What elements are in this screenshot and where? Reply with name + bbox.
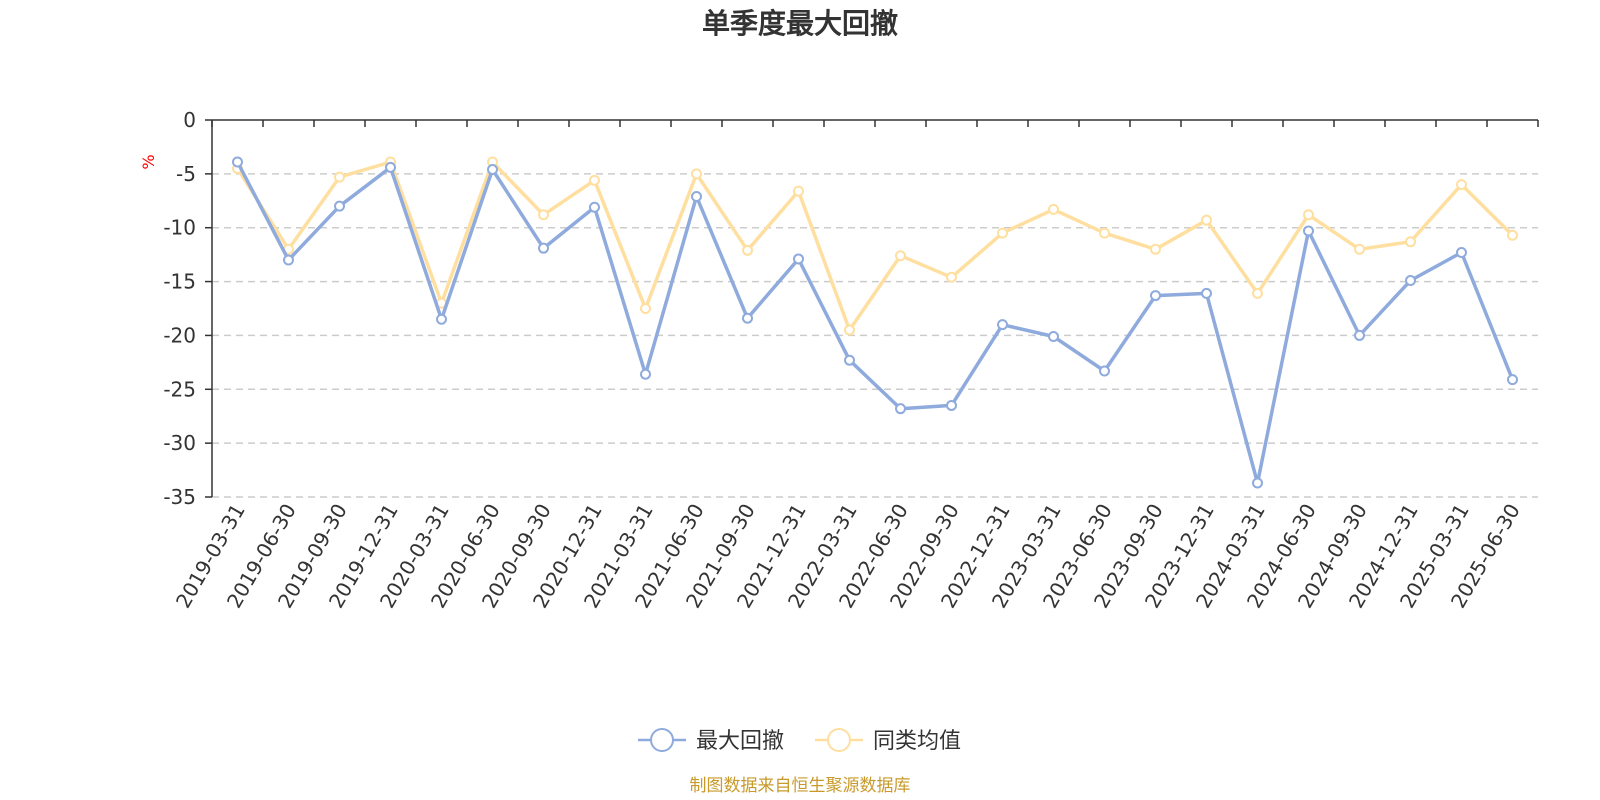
data-point[interactable] bbox=[793, 253, 804, 265]
data-point[interactable] bbox=[691, 168, 702, 180]
data-point[interactable] bbox=[283, 254, 294, 266]
data-point[interactable] bbox=[1354, 329, 1365, 341]
data-point[interactable] bbox=[334, 200, 345, 212]
data-point[interactable] bbox=[691, 190, 702, 202]
x-axis-tick-labels: 2019-03-312019-06-302019-09-302019-12-31… bbox=[171, 500, 1525, 613]
data-point[interactable] bbox=[385, 161, 396, 173]
data-point[interactable] bbox=[538, 209, 549, 221]
legend-item[interactable]: 同类均值 bbox=[815, 728, 961, 754]
data-point[interactable] bbox=[232, 156, 243, 168]
y-tick-label: -35 bbox=[163, 485, 196, 509]
y-axis-unit: % bbox=[139, 154, 158, 169]
data-point[interactable] bbox=[946, 271, 957, 283]
series-同类均值 bbox=[232, 156, 1518, 336]
data-point[interactable] bbox=[1150, 290, 1161, 302]
data-point[interactable] bbox=[1099, 227, 1110, 239]
data-point[interactable] bbox=[589, 174, 600, 186]
y-tick-label: -10 bbox=[163, 216, 196, 240]
source-note: 制图数据来自恒生聚源数据库 bbox=[690, 776, 911, 796]
data-point[interactable] bbox=[1150, 243, 1161, 255]
data-point[interactable] bbox=[895, 403, 906, 415]
chart-title: 单季度最大回撤 bbox=[702, 7, 898, 40]
y-axis-tick-labels: 0 -5 -10 -15 -20 -25 -30 -35 bbox=[163, 108, 196, 509]
data-point[interactable] bbox=[997, 319, 1008, 331]
data-point[interactable] bbox=[1201, 287, 1212, 299]
data-point[interactable] bbox=[640, 303, 651, 314]
data-point[interactable] bbox=[1099, 365, 1110, 377]
data-point[interactable] bbox=[640, 368, 651, 380]
legend[interactable]: 最大回撤 同类均值 bbox=[638, 728, 961, 754]
y-tick-label: -15 bbox=[163, 270, 196, 294]
data-point[interactable] bbox=[997, 227, 1008, 239]
data-point[interactable] bbox=[895, 250, 906, 262]
data-point[interactable] bbox=[1456, 179, 1467, 191]
data-point[interactable] bbox=[844, 354, 855, 366]
y-tick-label: -20 bbox=[163, 323, 196, 347]
data-point[interactable] bbox=[487, 164, 498, 176]
data-point[interactable] bbox=[1456, 246, 1467, 258]
series-line bbox=[236, 160, 1514, 332]
data-point[interactable] bbox=[1405, 274, 1416, 286]
y-tick-label: -5 bbox=[176, 162, 196, 186]
data-point[interactable] bbox=[946, 399, 957, 411]
data-point[interactable] bbox=[742, 312, 753, 324]
data-point[interactable] bbox=[1252, 287, 1263, 299]
data-point[interactable] bbox=[538, 242, 549, 254]
y-tick-label: -30 bbox=[163, 431, 196, 455]
y-tick-label: -25 bbox=[163, 377, 196, 401]
data-point[interactable] bbox=[1354, 243, 1365, 255]
series-最大回撤 bbox=[232, 156, 1518, 489]
legend-marker bbox=[650, 728, 674, 752]
data-point[interactable] bbox=[793, 185, 804, 197]
data-point[interactable] bbox=[436, 313, 447, 325]
legend-label: 最大回撤 bbox=[696, 729, 784, 754]
data-point[interactable] bbox=[334, 171, 345, 183]
data-point[interactable] bbox=[1048, 331, 1059, 343]
data-point[interactable] bbox=[844, 324, 855, 336]
series-layer bbox=[232, 156, 1518, 489]
data-point[interactable] bbox=[589, 201, 600, 213]
data-point[interactable] bbox=[1201, 214, 1212, 226]
data-point[interactable] bbox=[1252, 477, 1263, 489]
y-tick-label: 0 bbox=[183, 108, 196, 132]
data-point[interactable] bbox=[1507, 374, 1518, 386]
data-point[interactable] bbox=[1507, 229, 1518, 241]
axes bbox=[205, 119, 1539, 498]
legend-item[interactable]: 最大回撤 bbox=[638, 728, 784, 754]
data-point[interactable] bbox=[1303, 225, 1314, 237]
legend-marker bbox=[827, 728, 851, 752]
series-line bbox=[235, 161, 1515, 485]
legend-label: 同类均值 bbox=[873, 729, 961, 754]
data-point[interactable] bbox=[1303, 209, 1314, 221]
data-point[interactable] bbox=[742, 244, 753, 256]
data-point[interactable] bbox=[1048, 203, 1059, 215]
data-point[interactable] bbox=[1405, 236, 1416, 248]
